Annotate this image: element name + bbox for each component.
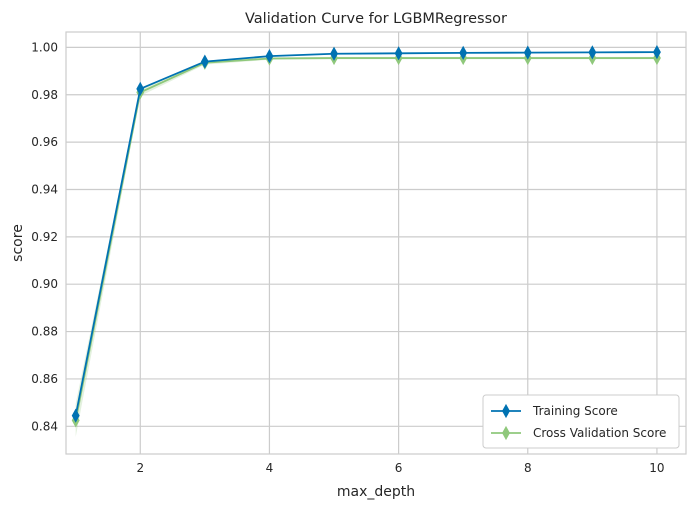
training-score-series [71, 45, 661, 423]
y-axis-label: score [10, 224, 26, 262]
y-tick-label: 0.96 [31, 135, 58, 149]
training-score-point [394, 46, 403, 61]
y-tick-label: 0.92 [31, 230, 58, 244]
y-tick-label: 0.88 [31, 325, 58, 339]
y-tick-label: 0.98 [31, 88, 58, 102]
training-score-point [136, 81, 145, 96]
training-score-point [588, 45, 597, 60]
training-score-point [459, 45, 468, 60]
training-score-point [200, 54, 209, 69]
y-tick-label: 0.90 [31, 277, 58, 291]
training-score-point [265, 49, 274, 64]
legend-marker [502, 403, 510, 419]
legend-label: Cross Validation Score [533, 426, 666, 440]
y-tick-label: 0.94 [31, 182, 58, 196]
x-axis-label: max_depth [337, 484, 415, 500]
y-tick-label: 0.86 [31, 372, 58, 386]
training-score-line [74, 51, 657, 416]
training-score-point [71, 408, 80, 423]
plot-frame [65, 31, 687, 455]
y-tick-label: 0.84 [31, 419, 58, 433]
training-score-point [330, 46, 338, 61]
cross-validation-score-line [74, 57, 657, 421]
training-score-point [652, 45, 661, 60]
training-score-point [523, 45, 532, 60]
series-lines [71, 45, 661, 428]
x-tick-labels: 2 4 6 8 10 [136, 461, 664, 475]
x-tick-label: 6 [395, 461, 403, 475]
y-tick-labels: 0.84 0.86 0.88 0.90 0.92 0.94 0.96 0.98 1.00 [31, 40, 58, 433]
x-tick-label: 4 [266, 461, 274, 475]
x-tick-label: 2 [136, 461, 144, 475]
legend-box [482, 394, 680, 449]
legend-marker [502, 425, 510, 441]
legend-item-training: Training Score [491, 403, 618, 419]
x-tick-label: 10 [649, 461, 664, 475]
x-tick-label: 8 [524, 461, 532, 475]
y-tick-label: 1.00 [31, 40, 58, 54]
legend: Training Score Cross Validation Score [482, 394, 680, 449]
grid-lines [66, 32, 686, 454]
legend-label: Training Score [532, 404, 618, 418]
chart-title: Validation Curve for LGBMRegressor [245, 11, 507, 27]
legend-item-cross-validation: Cross Validation Score [491, 425, 666, 441]
